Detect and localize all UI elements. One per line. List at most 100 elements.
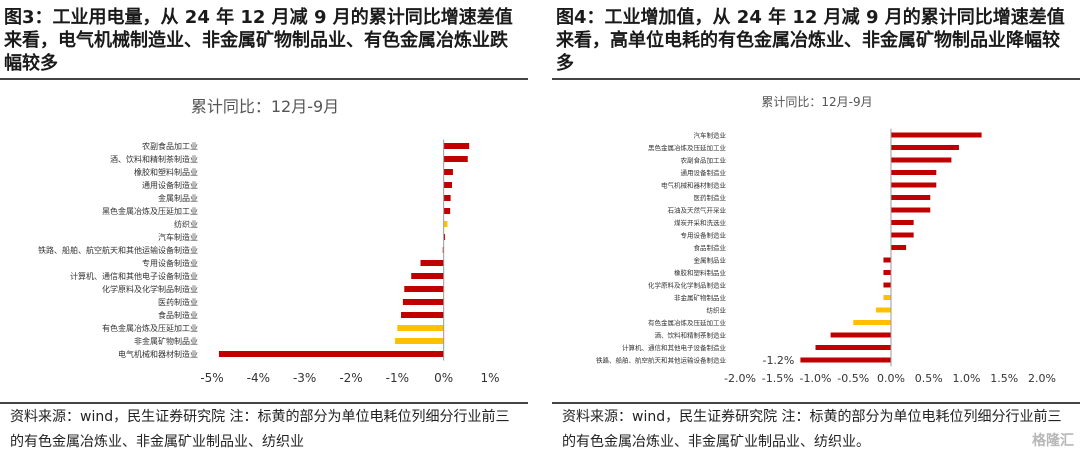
category-label: 电气机械和器材制造业 xyxy=(118,349,198,359)
chart-title: 累计同比：12月-9月 xyxy=(761,95,872,109)
bar xyxy=(443,234,446,240)
x-tick-label: -4% xyxy=(247,371,270,385)
category-label: 酒、饮料和精制茶制造业 xyxy=(655,330,727,339)
category-label: 专用设备制造业 xyxy=(142,258,198,268)
category-label: 通用设备制造业 xyxy=(681,168,727,177)
category-label: 橡胶和塑料制品业 xyxy=(134,167,198,177)
category-label: 专用设备制造业 xyxy=(681,230,727,239)
figure-4-bottom-rule xyxy=(552,402,1080,404)
category-label: 橡胶和塑料制品业 xyxy=(674,268,727,277)
category-label: 通用设备制造业 xyxy=(142,180,198,190)
category-label: 金属制品业 xyxy=(158,193,198,203)
category-label: 计算机、通信和其他电子设备制造业 xyxy=(70,271,198,281)
bar xyxy=(443,143,470,149)
bar xyxy=(800,357,891,363)
figure-4-chart: 累计同比：12月-9月汽车制造业黑色金属冶炼及压延加工业农副食品加工业通用设备制… xyxy=(596,95,1056,385)
bar xyxy=(815,345,891,350)
x-tick-label: -2.0% xyxy=(724,372,756,385)
bar xyxy=(883,282,891,288)
bar xyxy=(891,195,931,200)
x-tick-label: 0% xyxy=(434,371,453,385)
category-label: 煤炭开采和洗选业 xyxy=(674,218,727,227)
category-label: 金属制品业 xyxy=(694,255,727,264)
chart-title: 累计同比：12月-9月 xyxy=(191,97,339,116)
bar xyxy=(401,312,444,318)
bar xyxy=(891,232,914,238)
bar xyxy=(830,332,891,338)
bar xyxy=(404,286,444,292)
x-tick-label: -1% xyxy=(386,371,409,385)
bar xyxy=(891,182,937,188)
category-label: 纺织业 xyxy=(707,305,727,314)
figure-3-source-note: 资料来源：wind，民生证券研究院 注：标黄的部分为单位电耗位列细分行业前三的有… xyxy=(10,409,510,450)
bar xyxy=(875,307,891,313)
x-tick-label: 1.0% xyxy=(953,372,981,385)
bar xyxy=(443,182,453,188)
bar xyxy=(420,260,444,266)
x-tick-label: 1% xyxy=(480,371,499,385)
bar xyxy=(443,208,451,214)
category-label: 医药制造业 xyxy=(694,193,727,202)
x-tick-label: -1.5% xyxy=(762,372,794,385)
bar xyxy=(853,320,891,325)
category-label: 非金属矿物制品业 xyxy=(134,336,198,346)
bar xyxy=(395,338,444,344)
bar xyxy=(443,195,451,201)
figure-4-title: 图4：工业增加值，从 24 年 12 月减 9 月的累计同比增速差值来看，高单位… xyxy=(556,7,1065,74)
figure-3-bottom-rule xyxy=(0,402,528,404)
x-tick-label: 0.0% xyxy=(877,372,905,385)
x-tick-label: 0.5% xyxy=(915,372,943,385)
bar xyxy=(891,157,952,163)
figure-4-source-note: 资料来源：wind，民生证券研究院 注：标黄的部分为单位电耗位列细分行业前三的有… xyxy=(562,409,1062,450)
bar xyxy=(443,221,448,227)
figure-4-top-rule xyxy=(552,78,1080,80)
watermark-logo: 格隆汇 xyxy=(1032,433,1074,449)
category-label: 酒、饮料和精制茶制造业 xyxy=(110,154,198,164)
category-label: 有色金属冶炼及压延加工业 xyxy=(102,323,198,333)
x-tick-label: 2.0% xyxy=(1028,372,1056,385)
category-label: 黑色金属冶炼及压延加工业 xyxy=(648,143,727,152)
category-label: 有色金属冶炼及压延加工业 xyxy=(648,318,727,327)
x-tick-label: -2% xyxy=(339,371,362,385)
category-label: 汽车制造业 xyxy=(694,130,727,139)
x-tick-label: 1.5% xyxy=(990,372,1018,385)
bar xyxy=(443,156,468,162)
category-label: 石油及天然气开采业 xyxy=(668,205,727,214)
figure-3-chart: 累计同比：12月-9月农副食品加工业酒、饮料和精制茶制造业橡胶和塑料制品业通用设… xyxy=(38,97,500,385)
bar xyxy=(891,207,931,213)
category-label: 汽车制造业 xyxy=(158,232,198,242)
x-tick-label: -5% xyxy=(200,371,223,385)
bar xyxy=(218,351,444,357)
bar xyxy=(883,295,891,300)
bar xyxy=(891,170,937,175)
category-label: 农副食品加工业 xyxy=(142,141,198,151)
bar xyxy=(891,132,982,138)
bar xyxy=(411,273,444,279)
bar xyxy=(891,220,914,225)
category-label: 黑色金属冶炼及压延加工业 xyxy=(102,206,198,216)
bar xyxy=(883,270,891,275)
category-label: 医药制造业 xyxy=(158,297,198,307)
bar xyxy=(397,325,444,331)
category-label: 非金属矿物制品业 xyxy=(674,293,727,302)
x-tick-label: -3% xyxy=(293,371,316,385)
category-label: 铁路、船舶、航空航天和其他运输设备制造业 xyxy=(596,355,727,364)
bar xyxy=(443,169,453,175)
category-label: 铁路、船舶、航空航天和其他运输设备制造业 xyxy=(38,245,198,255)
figure-3-top-rule xyxy=(0,78,528,80)
bar xyxy=(402,299,444,305)
figure-3-title: 图3：工业用电量，从 24 年 12 月减 9 月的累计同比增速差值来看，电气机… xyxy=(4,7,513,74)
category-label: 化学原料及化学制品制造业 xyxy=(648,280,727,289)
category-label: 计算机、通信和其他电子设备制造业 xyxy=(622,343,727,352)
category-label: 食品制造业 xyxy=(158,310,198,320)
bar xyxy=(891,245,907,250)
category-label: 食品制造业 xyxy=(694,243,727,252)
bar xyxy=(883,257,891,263)
bar xyxy=(891,145,959,150)
category-label: 电气机械和器材制造业 xyxy=(661,180,727,189)
category-label: 化学原料及化学制品制造业 xyxy=(102,284,198,294)
category-label: 农副食品加工业 xyxy=(681,155,727,164)
x-tick-label: -1.0% xyxy=(800,372,832,385)
x-tick-label: -0.5% xyxy=(837,372,869,385)
category-label: 纺织业 xyxy=(174,219,198,229)
